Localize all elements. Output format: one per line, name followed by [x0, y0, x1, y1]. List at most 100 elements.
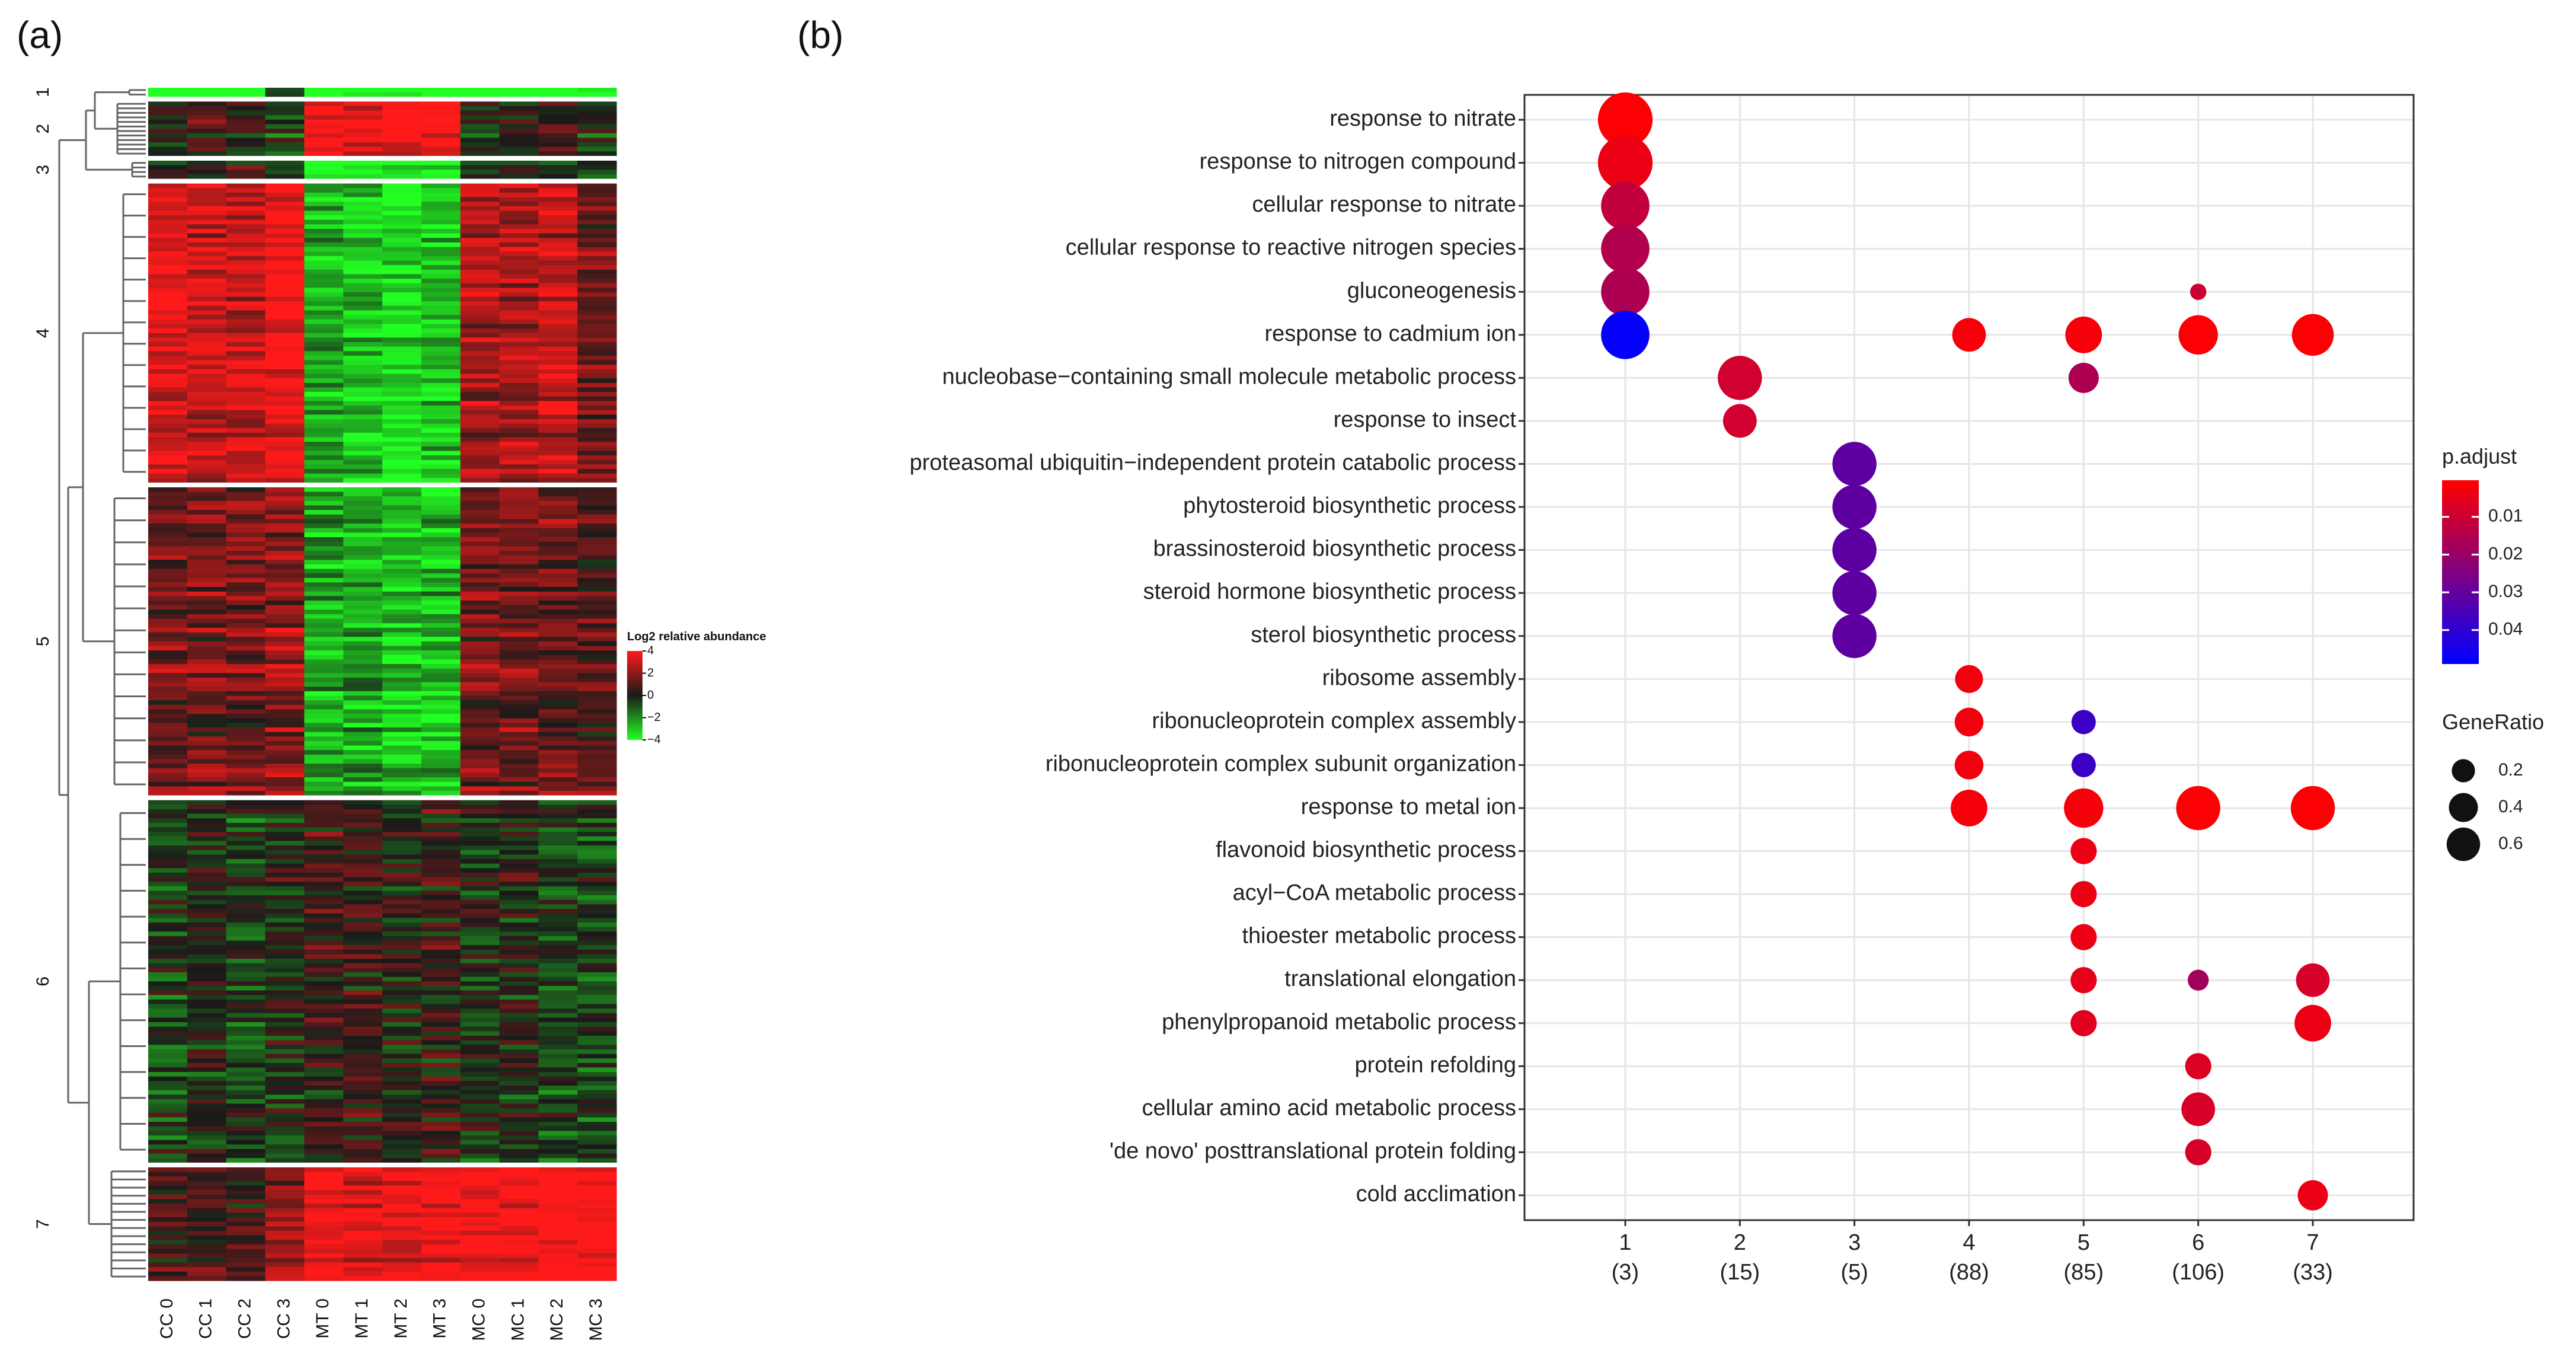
heatmap-cell	[304, 92, 344, 97]
heatmap-cell	[187, 219, 227, 225]
heatmap-cell	[187, 1158, 227, 1163]
heatmap-cell	[460, 355, 500, 361]
heatmap-cell	[538, 382, 578, 388]
heatmap-cell	[304, 410, 344, 415]
heatmap-cell	[460, 165, 500, 170]
heatmap-cell	[226, 473, 266, 478]
heatmap-cell	[265, 319, 305, 325]
heatmap-cell	[538, 1240, 578, 1245]
heatmap-cell	[460, 442, 500, 447]
heatmap-cell	[421, 1140, 461, 1145]
heatmap-cell	[226, 360, 266, 365]
heatmap-cell	[382, 691, 422, 697]
heatmap-cell	[577, 1208, 617, 1213]
heatmap-cell	[343, 723, 383, 728]
heatmap-cell	[304, 764, 344, 769]
heatmap-cell	[382, 668, 422, 674]
heatmap-cell	[382, 247, 422, 252]
heatmap-cell	[577, 423, 617, 429]
heatmap-cell	[187, 419, 227, 425]
heatmap-cell	[304, 813, 344, 819]
heatmap-cell	[421, 392, 461, 397]
heatmap-cell	[304, 492, 344, 497]
heatmap-cell	[187, 360, 227, 365]
heatmap-cell	[538, 555, 578, 560]
padjust-colorbar	[2442, 480, 2479, 664]
heatmap-cell	[187, 165, 227, 170]
heatmap-cell	[382, 279, 422, 284]
heatmap-cell	[265, 845, 305, 851]
heatmap-cell	[382, 1153, 422, 1158]
heatmap-cell	[226, 1180, 266, 1186]
heatmap-cell	[538, 459, 578, 465]
heatmap-cell	[538, 510, 578, 515]
heatmap-cell	[304, 283, 344, 288]
heatmap-cell	[226, 1103, 266, 1109]
heatmap-cell	[382, 727, 422, 733]
heatmap-cell	[499, 949, 539, 955]
heatmap-cell	[421, 945, 461, 950]
heatmap-cell	[421, 1031, 461, 1036]
heatmap-cell	[304, 524, 344, 529]
heatmap-legend-tick-label: 2	[647, 666, 654, 679]
x-tick-label: 4	[1963, 1230, 1975, 1255]
heatmap-cell	[382, 618, 422, 624]
heatmap-cell	[460, 374, 500, 379]
heatmap-cell	[577, 505, 617, 510]
heatmap-cell	[187, 618, 227, 624]
heatmap-cell	[187, 524, 227, 529]
heatmap-cell	[421, 709, 461, 714]
heatmap-cluster-6	[148, 800, 617, 1163]
heatmap-cell	[421, 188, 461, 193]
heatmap-cell	[304, 1031, 344, 1036]
heatmap-cell	[265, 269, 305, 275]
heatmap-cell	[343, 1086, 383, 1091]
heatmap-cell	[265, 1258, 305, 1263]
heatmap-cell	[538, 414, 578, 420]
heatmap-cell	[304, 773, 344, 778]
heatmap-cell	[499, 142, 539, 148]
heatmap-cell	[343, 1017, 383, 1023]
heatmap-cell	[577, 274, 617, 279]
heatmap-cell	[421, 623, 461, 628]
heatmap-cell	[304, 473, 344, 478]
heatmap-cell	[460, 1194, 500, 1200]
heatmap-cell	[577, 981, 617, 987]
heatmap-cell	[343, 650, 383, 656]
heatmap-cell	[226, 401, 266, 406]
heatmap-cell	[499, 781, 539, 787]
heatmap-cell	[187, 936, 227, 942]
heatmap-cell	[226, 650, 266, 656]
heatmap-cell	[499, 446, 539, 452]
heatmap-cell	[148, 990, 188, 995]
heatmap-cell	[187, 841, 227, 846]
heatmap-cell	[382, 510, 422, 515]
heatmap-cell	[148, 741, 188, 746]
heatmap-cell	[343, 863, 383, 869]
y-tick-label: thioester metabolic process	[1242, 924, 1516, 949]
heatmap-cell	[421, 274, 461, 279]
heatmap-cell	[148, 550, 188, 556]
heatmap-cell	[577, 324, 617, 329]
heatmap-cell	[577, 382, 617, 388]
heatmap-cell	[577, 1013, 617, 1018]
heatmap-cell	[382, 673, 422, 678]
heatmap-cell	[382, 296, 422, 302]
heatmap-cell	[304, 555, 344, 560]
cluster-label: 2	[33, 124, 53, 134]
heatmap-cell	[304, 945, 344, 950]
heatmap-cell	[577, 215, 617, 221]
heatmap-cell	[265, 165, 305, 170]
heatmap-cell	[226, 365, 266, 370]
heatmap-cell	[343, 909, 383, 914]
heatmap-cell	[265, 990, 305, 995]
heatmap-cell	[421, 224, 461, 229]
heatmap-cell	[421, 632, 461, 637]
heatmap-cell	[499, 895, 539, 901]
heatmap-cell	[343, 637, 383, 642]
heatmap-cell	[187, 700, 227, 706]
heatmap-cell	[577, 355, 617, 361]
heatmap-cell	[382, 995, 422, 1000]
heatmap-cell	[460, 1258, 500, 1263]
heatmap-cell	[460, 174, 500, 180]
